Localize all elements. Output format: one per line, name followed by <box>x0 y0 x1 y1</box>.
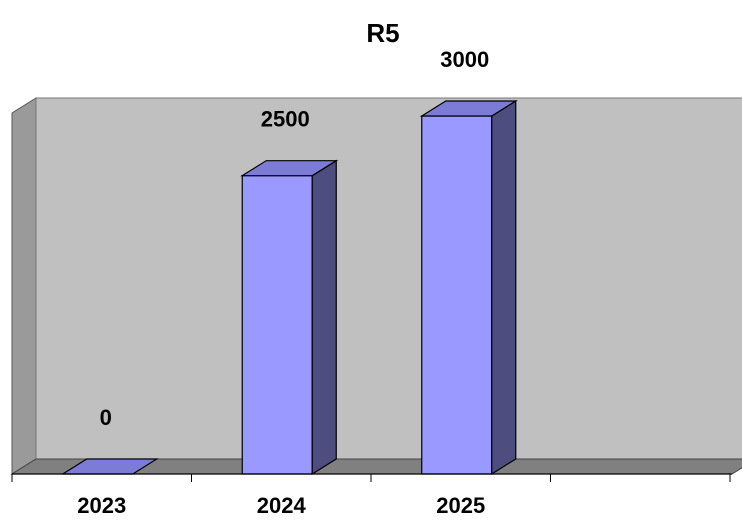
bar-2025-front <box>421 115 493 475</box>
x-tick-label-2023: 2023 <box>77 493 126 518</box>
x-tick-label-2024: 2024 <box>257 493 307 518</box>
back-wall <box>35 97 742 460</box>
data-label-2023: 0 <box>100 405 112 430</box>
x-tick-label-2025: 2025 <box>436 493 485 518</box>
bar-2025-side <box>491 99 517 476</box>
bar-2024-top <box>240 160 339 177</box>
data-label-2024: 2500 <box>261 107 310 132</box>
bar-2024-front <box>241 175 313 475</box>
bar-2024-side <box>311 159 337 476</box>
data-label-2025: 3000 <box>440 47 489 72</box>
bar-2025-top <box>419 100 518 117</box>
chart-title: R5 <box>366 18 399 48</box>
side-wall <box>11 97 37 475</box>
